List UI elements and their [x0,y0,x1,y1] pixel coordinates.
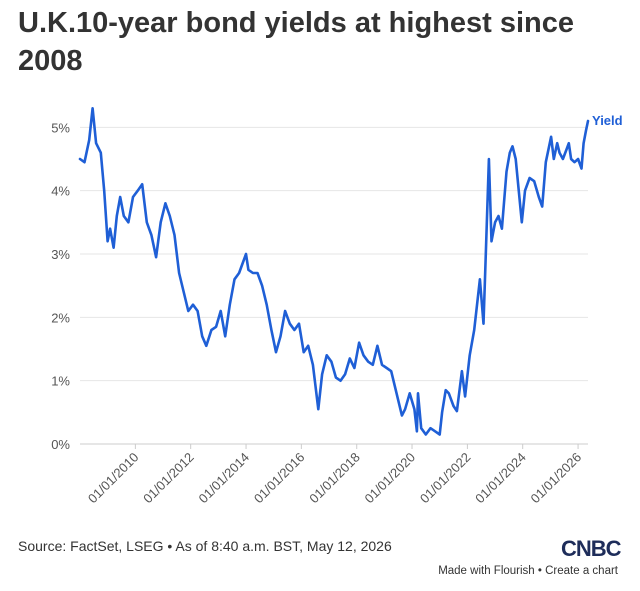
create-chart-link[interactable]: Create a chart [545,565,618,577]
series-line-yield [78,107,590,436]
x-tick-label: 01/01/2024 [472,450,529,507]
credit-separator: • [534,565,546,577]
x-tick-label: 01/01/2010 [85,450,142,507]
cnbc-logo: CNBC [561,536,622,561]
source-note: Source: FactSet, LSEG • As of 8:40 a.m. … [18,538,392,554]
y-tick-label: 1% [51,374,70,389]
flourish-credit: Made with Flourish • Create a chart [438,565,618,577]
x-tick-label: 01/01/2018 [306,450,363,507]
gridlines [80,126,588,445]
y-tick-label: 2% [51,310,70,325]
y-tick-label: 3% [51,247,70,262]
y-tick-label: 4% [51,184,70,199]
y-tick-label: 0% [51,437,70,452]
y-tick-label: 5% [51,120,70,135]
chart-title: U.K.10-year bond yields at highest since… [18,7,574,77]
x-tick-label: 01/01/2026 [528,450,585,507]
x-tick-label: 01/01/2020 [362,450,419,507]
x-axis: 01/01/201001/01/201201/01/201401/01/2016… [85,444,584,506]
x-tick-label: 01/01/2022 [417,450,474,507]
y-axis: 0% 1% 2% 3% 4% 5% [51,120,70,452]
x-tick-label: 01/01/2014 [196,450,253,507]
made-with-flourish-link[interactable]: Made with Flourish [438,565,535,577]
series-label-yield: Yield [592,113,623,128]
x-tick-label: 01/01/2012 [140,450,197,507]
x-tick-label: 01/01/2016 [251,450,308,507]
line-chart: 0%1%2%3%4%5% 01/01/201001/01/201201/01/2… [51,107,623,506]
